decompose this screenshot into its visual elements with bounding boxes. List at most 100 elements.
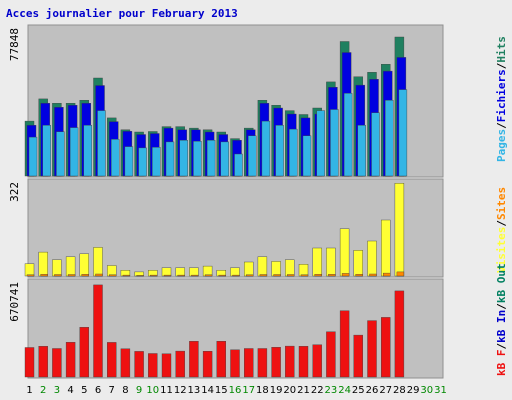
ymax-label-hits: 77848	[8, 28, 21, 61]
bar-kb-f-day-20	[285, 345, 295, 378]
bar-kb-f-day-25	[353, 334, 363, 378]
day-label-27: 27	[379, 385, 392, 396]
day-label-28: 28	[393, 385, 406, 396]
day-label-23: 23	[325, 385, 338, 396]
bar-pages-day-19	[275, 125, 284, 177]
bar-visites-day-28	[394, 182, 405, 277]
bar-sites-day-9	[136, 275, 144, 277]
bar-visites-day-21	[298, 264, 309, 277]
day-label-3: 3	[54, 385, 60, 396]
bar-kb-f-day-10	[148, 353, 158, 378]
bar-kb-f-day-27	[381, 317, 391, 378]
bar-visites-day-11	[161, 267, 172, 277]
ymax-label-kb: 670741	[8, 282, 21, 322]
bar-visites-day-6	[93, 247, 103, 277]
day-label-13: 13	[188, 385, 201, 396]
bar-pages-day-21	[302, 135, 312, 177]
day-label-17: 17	[242, 385, 255, 396]
bar-sites-day-10	[150, 274, 158, 277]
bar-pages-day-6	[97, 110, 106, 177]
day-label-31: 31	[434, 385, 447, 396]
bar-pages-day-22	[316, 110, 325, 177]
bar-visites-day-4	[65, 256, 76, 277]
day-label-29: 29	[407, 385, 420, 396]
bar-pages-day-7	[110, 139, 120, 177]
bar-sites-day-14	[204, 274, 213, 277]
bar-pages-day-15	[220, 141, 230, 177]
bar-pages-day-18	[261, 120, 271, 177]
day-label-11: 11	[160, 385, 173, 396]
day-label-5: 5	[81, 385, 87, 396]
day-label-1: 1	[26, 385, 32, 396]
day-label-21: 21	[297, 385, 310, 396]
bar-sites-day-13	[191, 274, 199, 277]
bar-pages-day-28	[398, 89, 408, 177]
day-label-2: 2	[40, 385, 46, 396]
bar-kb-f-day-17	[243, 348, 254, 378]
bar-kb-f-day-8	[120, 348, 131, 378]
bar-pages-day-8	[124, 146, 134, 177]
bar-pages-day-14	[206, 139, 216, 177]
bar-kb-f-day-13	[189, 341, 199, 378]
bar-pages-day-12	[179, 139, 188, 177]
bar-pages-day-5	[83, 125, 93, 177]
day-label-24: 24	[338, 385, 351, 396]
bar-pages-day-20	[289, 128, 298, 177]
bar-kb-f-day-11	[161, 353, 172, 378]
bar-visites-day-7	[106, 265, 117, 277]
bar-visites-day-16	[230, 267, 240, 277]
bar-sites-day-3	[54, 274, 62, 277]
bar-kb-f-day-12	[175, 350, 185, 378]
bar-sites-day-23	[328, 274, 336, 277]
bar-kb-f-day-14	[202, 351, 213, 378]
bar-sites-day-6	[95, 273, 103, 277]
day-label-12: 12	[174, 385, 187, 396]
bar-sites-day-27	[383, 272, 391, 277]
bar-kb-f-day-18	[257, 348, 268, 378]
legend-visits-sites: Visites/Sites	[495, 187, 508, 273]
bar-sites-day-7	[108, 274, 117, 277]
day-label-7: 7	[109, 385, 115, 396]
bar-pages-day-23	[330, 109, 339, 177]
day-label-4: 4	[67, 385, 73, 396]
bar-sites-day-15	[218, 274, 227, 277]
bar-visites-day-20	[285, 259, 295, 277]
bar-kb-f-day-3	[52, 348, 62, 378]
bar-visites-day-5	[79, 253, 90, 277]
bar-pages-day-2	[42, 125, 51, 177]
day-label-20: 20	[283, 385, 296, 396]
bar-pages-day-25	[357, 125, 366, 177]
bar-sites-day-2	[40, 274, 48, 277]
bar-kb-f-day-7	[106, 342, 117, 378]
bar-kb-f-day-2	[38, 346, 48, 378]
bar-pages-day-9	[138, 147, 147, 177]
day-label-9: 9	[136, 385, 142, 396]
x-axis-day-labels: 1 2 3 4 5 6 7 8 9 10 11 12 13 14 15 16 17 18 19 20 21 22 23 24 2…	[26, 385, 447, 396]
legend-kb: kB F/kB In/kB Out	[495, 263, 508, 376]
bar-sites-day-4	[67, 274, 76, 277]
bar-kb-f-day-19	[271, 347, 281, 378]
bar-sites-day-25	[355, 274, 363, 277]
bar-sites-day-1	[26, 274, 35, 277]
day-label-26: 26	[366, 385, 379, 396]
bar-kb-f-day-21	[298, 346, 309, 378]
bar-kb-f-day-23	[326, 331, 336, 378]
bar-visites-day-27	[381, 219, 391, 277]
day-label-8: 8	[122, 385, 128, 396]
day-label-14: 14	[201, 385, 214, 396]
day-label-16: 16	[229, 385, 242, 396]
bar-visites-day-12	[175, 267, 185, 277]
bar-sites-day-17	[245, 274, 254, 277]
legend-hits-files-pages: Pages/Fichiers/Hits	[495, 36, 508, 162]
bar-sites-day-28	[396, 271, 405, 277]
bar-pages-day-27	[385, 99, 394, 177]
bar-sites-day-20	[287, 274, 295, 277]
bar-pages-day-17	[247, 135, 257, 177]
bar-kb-f-day-9	[134, 351, 144, 378]
bar-visites-day-18	[257, 256, 268, 277]
day-label-30: 30	[420, 385, 433, 396]
bar-kb-f-day-28	[394, 290, 405, 378]
day-label-19: 19	[270, 385, 283, 396]
